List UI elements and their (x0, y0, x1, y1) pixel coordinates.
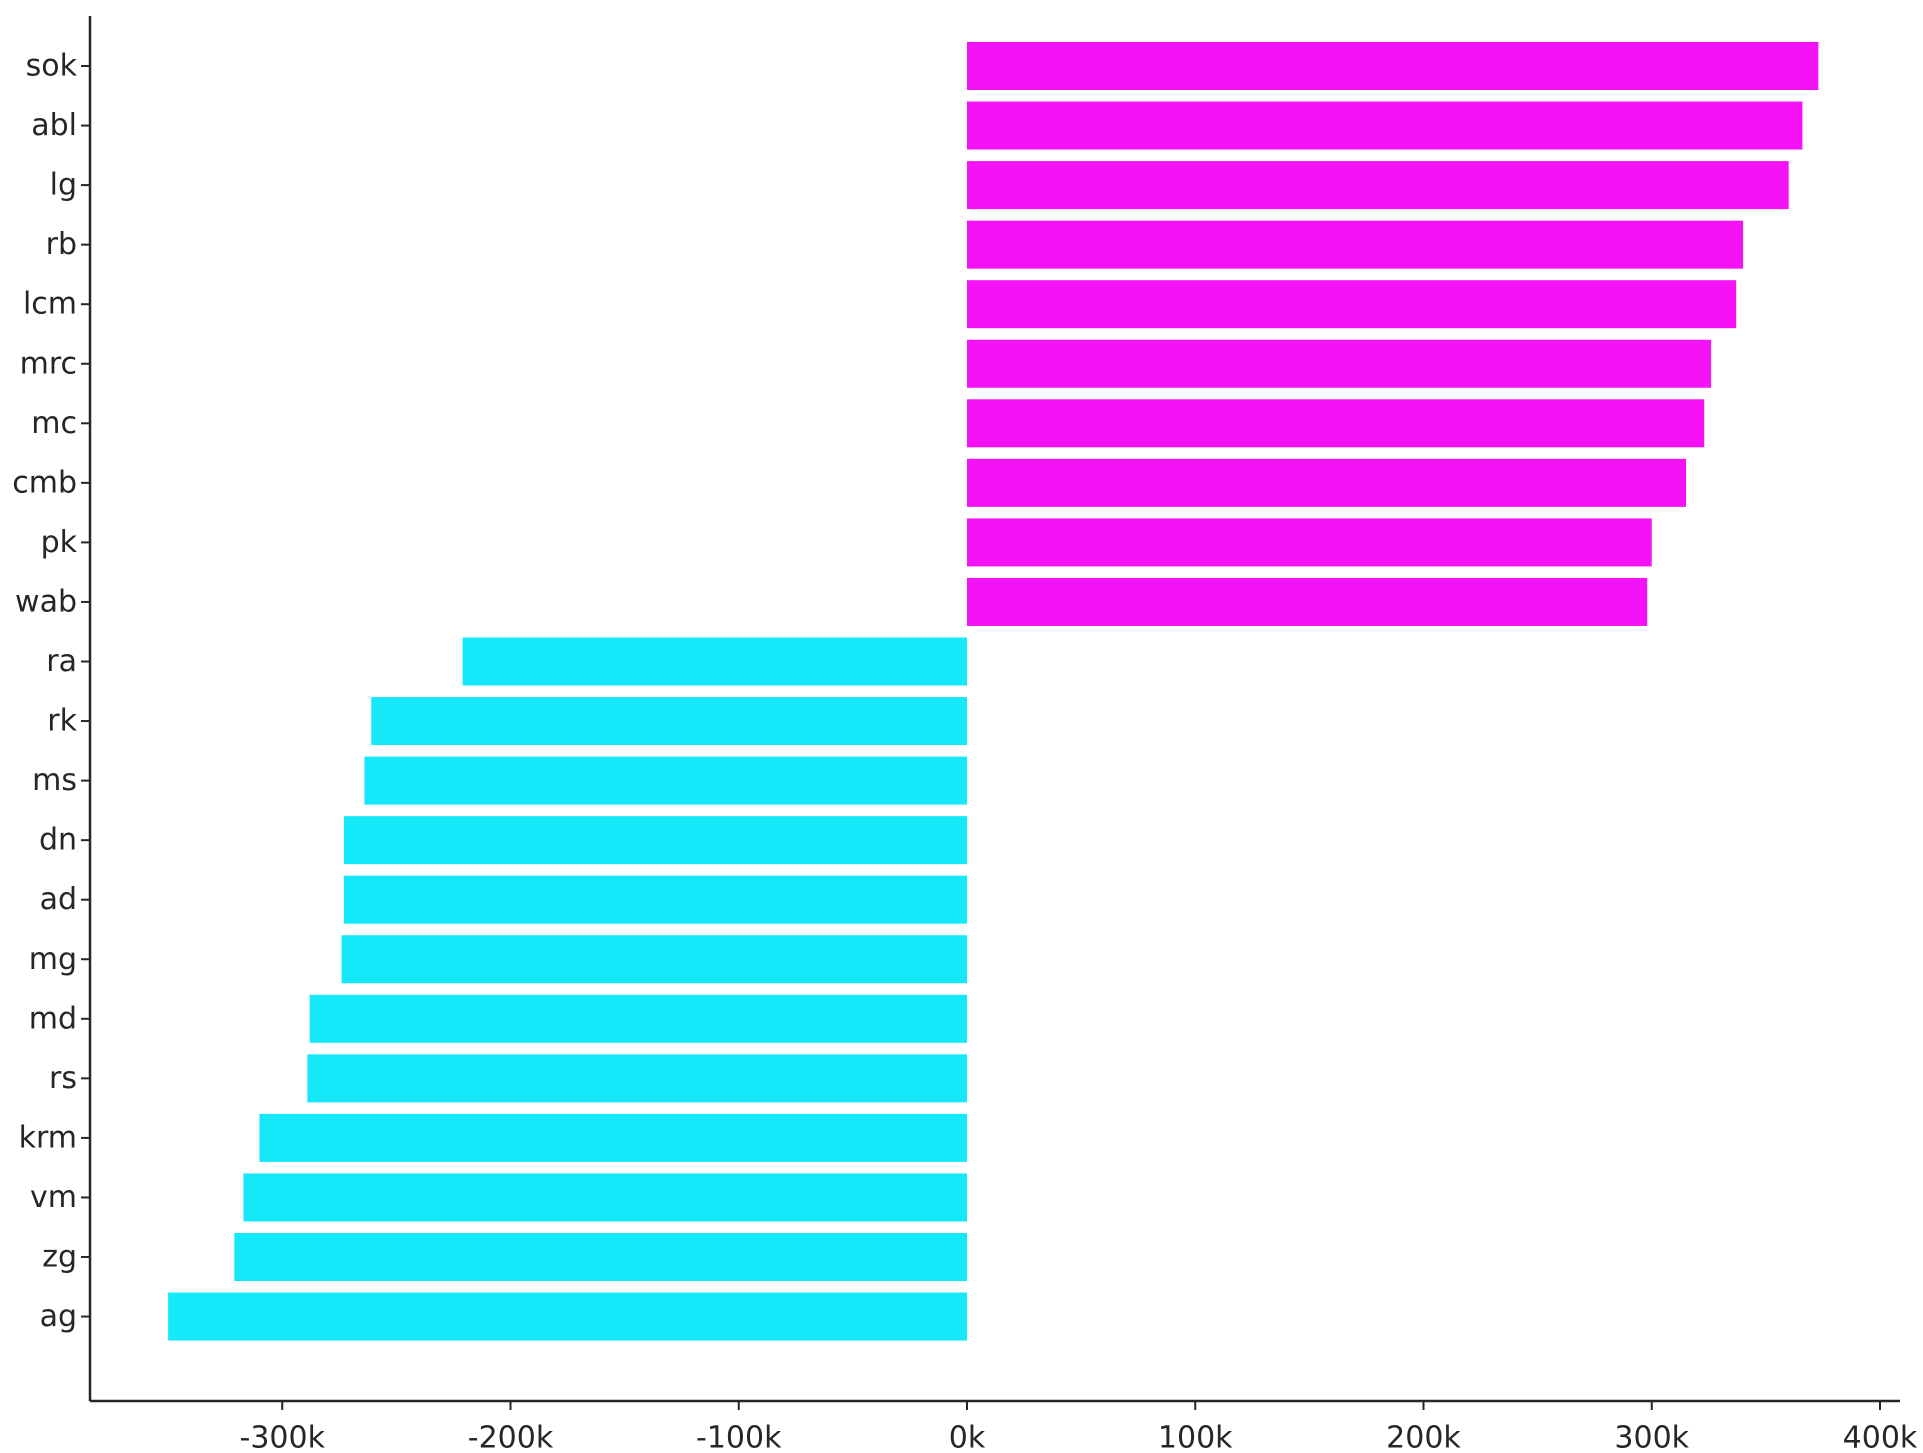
y-tick-label-lcm: lcm (23, 287, 77, 322)
bar-mg (341, 935, 968, 984)
y-tick-label-ms: ms (32, 763, 77, 798)
bar-sok (967, 42, 1819, 90)
y-tick-label-mc: mc (31, 406, 77, 441)
y-tick-label-abl: abl (31, 108, 77, 143)
bar-lg (967, 161, 1789, 210)
y-tick-label-rk: rk (47, 704, 77, 739)
y-tick-label-rs: rs (49, 1061, 77, 1096)
x-tick-label-0k: 0k (949, 1421, 986, 1453)
bar-rk (371, 697, 968, 746)
x-tick-label-100k: 100k (1158, 1421, 1233, 1453)
y-tick-label-krm: krm (19, 1120, 77, 1155)
x-axis-tick-labels: -300k -200k -100k 0k 100k 200k 300k 400k (240, 1421, 1918, 1453)
y-tick-label-vm: vm (30, 1180, 77, 1215)
y-tick-label-lg: lg (50, 168, 77, 203)
y-axis-tick-labels: sok abl lg rb lcm mrc mc cmb pk wab ra rk ms dn ad mg md… (12, 49, 77, 1335)
bar-rb (967, 220, 1744, 269)
y-tick-label-ag: ag (40, 1299, 77, 1334)
y-tick-label-md: md (29, 1001, 77, 1036)
bar-lcm (967, 280, 1737, 329)
y-tick-label-mrc: mrc (20, 346, 77, 381)
bar-abl (967, 101, 1803, 150)
y-tick-label-dn: dn (39, 823, 77, 858)
x-tick-label-200k: 200k (1386, 1421, 1461, 1453)
bar-cmb (967, 458, 1686, 507)
x-tick-label-300k: 300k (1614, 1421, 1689, 1453)
y-tick-label-sok: sok (26, 49, 78, 84)
y-tick-label-rb: rb (46, 227, 77, 262)
y-tick-label-cmb: cmb (12, 465, 77, 500)
y-tick-label-mg: mg (29, 942, 77, 977)
bar-krm (259, 1113, 967, 1162)
y-tick-label-ra: ra (46, 644, 77, 679)
bar-zg (234, 1233, 967, 1281)
bar-ms (364, 756, 967, 805)
bar-pk (967, 518, 1652, 567)
x-tick-label-400k: 400k (1843, 1421, 1918, 1453)
bar-ag (168, 1292, 967, 1341)
bar-ra (462, 637, 967, 686)
bar-vm (243, 1173, 967, 1222)
y-tick-label-pk: pk (41, 525, 78, 560)
bar-rs (307, 1054, 967, 1103)
bar-md (309, 994, 967, 1043)
y-tick-label-wab: wab (15, 584, 77, 619)
y-tick-label-ad: ad (40, 882, 77, 917)
y-tick-label-zg: zg (42, 1240, 77, 1275)
bar-ad (343, 875, 967, 924)
x-tick-label--300k: -300k (240, 1421, 326, 1453)
y-axis-ticks (81, 65, 90, 1318)
bar-mc (967, 399, 1705, 448)
bar-dn (343, 816, 967, 865)
x-tick-label--200k: -200k (468, 1421, 554, 1453)
bar-mrc (967, 339, 1712, 388)
bars-group (168, 42, 1819, 1341)
x-axis-ticks (281, 1401, 1881, 1410)
bar-wab (967, 577, 1648, 626)
x-tick-label--100k: -100k (696, 1421, 782, 1453)
